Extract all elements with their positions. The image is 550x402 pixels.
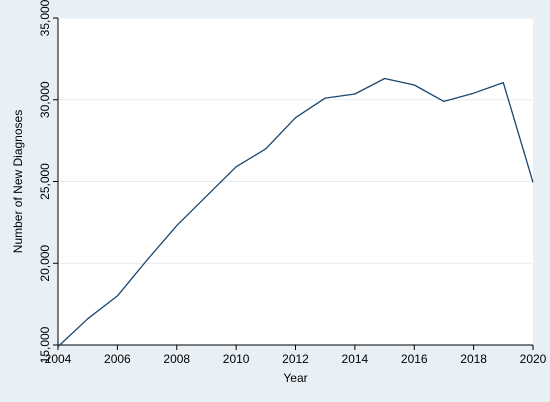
- y-tick-label-1: 20,000: [38, 245, 52, 282]
- x-tick-label-0: 2004: [45, 352, 72, 366]
- x-tick-label-7: 2018: [460, 352, 487, 366]
- x-tick-label-8: 2020: [520, 352, 547, 366]
- x-tick-label-6: 2016: [401, 352, 428, 366]
- series-line-0: [57, 77, 534, 348]
- x-tick-label-2: 2008: [163, 352, 190, 366]
- y-tick-label-2: 25,000: [38, 163, 52, 200]
- y-tick-label-3: 30,000: [38, 81, 52, 118]
- x-tick-label-4: 2012: [282, 352, 309, 366]
- tick-labels: 2004 2006 2008 2010 2012 2014 2016 2018 2020 15,0…: [38, 0, 547, 366]
- x-tick-label-1: 2006: [104, 352, 131, 366]
- y-axis-title: Number of New Diagnoses: [11, 110, 25, 253]
- series: [57, 77, 534, 348]
- y-tick-label-0: 15,000: [38, 326, 52, 363]
- x-axis-title: Year: [283, 371, 307, 385]
- axes: [53, 17, 534, 350]
- y-tick-label-4: 35,000: [38, 0, 52, 36]
- x-tick-label-3: 2010: [223, 352, 250, 366]
- x-tick-label-5: 2014: [342, 352, 369, 366]
